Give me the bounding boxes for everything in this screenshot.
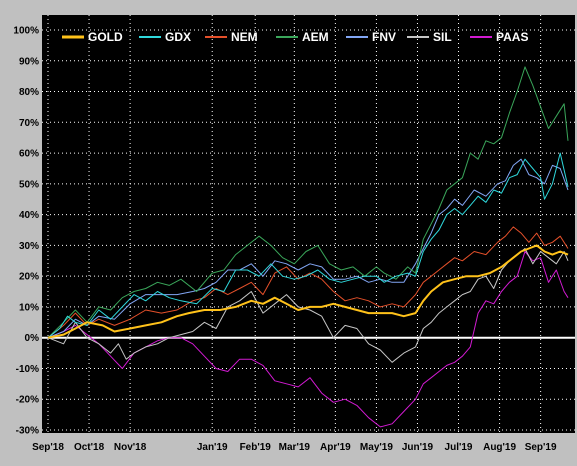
legend-label-sil: SIL [433, 30, 452, 44]
legend-label-paas: PAAS [496, 30, 528, 44]
y-tick-label: 90% [19, 56, 39, 67]
series-lines [47, 66, 569, 428]
legend-label-aem: AEM [302, 30, 329, 44]
x-axis: Sep'18 Oct'18 Nov'18 Jan'19 Feb'19 Mar'19 Apr'… [32, 442, 557, 453]
x-tick-label: Sep'19 [525, 442, 557, 453]
y-tick-label: 40% [19, 210, 39, 221]
y-tick-label: 20% [19, 272, 39, 283]
series-line-paas [47, 251, 569, 428]
x-tick-label: Jul'19 [445, 442, 473, 453]
y-tick-label: -10% [16, 364, 39, 375]
x-tick-label: Mar'19 [279, 442, 311, 453]
series-line-aem [47, 66, 569, 339]
x-tick-label: Oct'18 [74, 442, 105, 453]
x-tick-label: Jan'19 [197, 442, 228, 453]
legend-label-fnv: FNV [372, 30, 396, 44]
y-tick-label: 70% [19, 118, 39, 129]
series-line-gdx [47, 152, 569, 339]
series-line-nem [47, 226, 569, 339]
legend: GOLD GDX NEM AEM FNV SIL PAAS [62, 30, 528, 44]
y-tick-label: 100% [13, 26, 39, 37]
legend-label-gold: GOLD [88, 30, 123, 44]
plot-background [42, 15, 575, 433]
x-tick-label: Feb'19 [240, 442, 272, 453]
x-tick-label: Jun'19 [402, 442, 434, 453]
y-tick-label: 80% [19, 87, 39, 98]
y-tick-label: 60% [19, 149, 39, 160]
grid-lines [42, 15, 575, 433]
legend-label-nem: NEM [231, 30, 258, 44]
y-tick-label: 30% [19, 241, 39, 252]
y-tick-label: 10% [19, 302, 39, 313]
x-tick-label: Nov'18 [114, 442, 147, 453]
x-tick-label: May'19 [360, 442, 393, 453]
legend-label-gdx: GDX [165, 30, 191, 44]
y-tick-label: -20% [16, 395, 39, 406]
series-line-gold [47, 244, 569, 339]
series-line-fnv [47, 158, 569, 339]
x-tick-label: Aug'19 [483, 442, 516, 453]
series-line-sil [47, 248, 569, 363]
y-tick-label: 0% [25, 333, 40, 344]
y-tick-label: 50% [19, 179, 39, 190]
y-axis: 100% 90% 80% 70% 60% 50% 40% 30% 20% 10% 0% -10% -20… [13, 26, 39, 437]
x-tick-label: Sep'18 [32, 442, 64, 453]
x-tick-label: Apr'19 [320, 442, 351, 453]
y-tick-label: -30% [16, 426, 39, 437]
